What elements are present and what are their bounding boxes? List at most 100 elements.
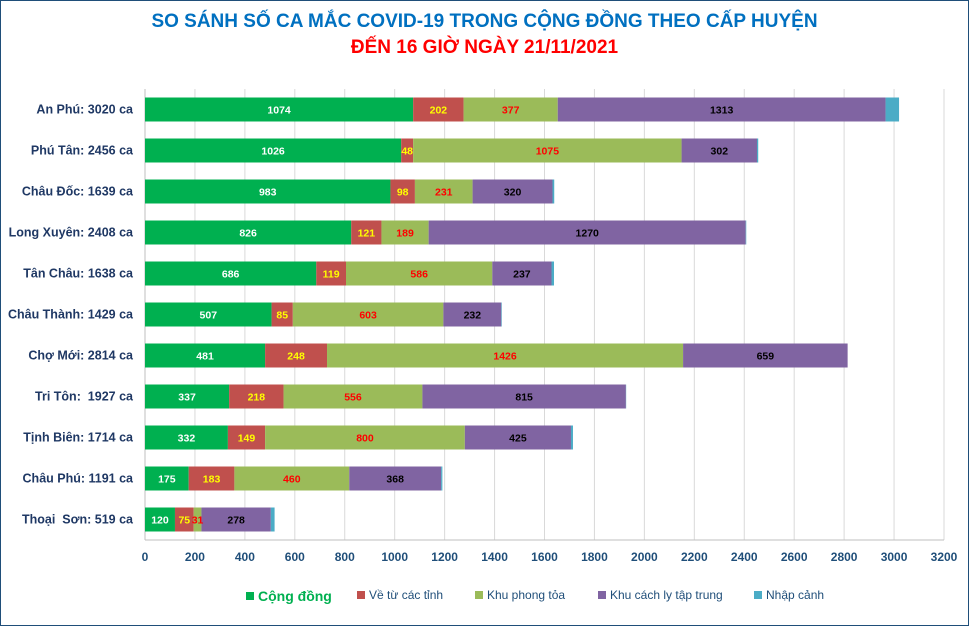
bar-segment	[145, 220, 352, 245]
legend-item-khu-cach-ly: Khu cách ly tập trung	[598, 588, 723, 602]
legend-swatch	[246, 592, 254, 600]
category-label: Long Xuyên: 2408 ca	[9, 226, 134, 240]
x-tick-label: 0	[142, 550, 149, 564]
x-tick-label: 400	[235, 550, 255, 564]
legend-label: Về từ các tỉnh	[369, 588, 444, 602]
x-axis: 0 200 400 600 800 1000 1200 1400 1600 1800 2000 220…	[142, 89, 958, 564]
bar-value-label: 189	[396, 228, 414, 240]
chart-subtitle: ĐẾN 16 GIỜ NGÀY 21/11/2021	[350, 37, 619, 58]
category-labels: An Phú: 3020 ca Phú Tân: 2456 ca Châu Đốc:…	[8, 103, 134, 527]
bar-segment	[443, 302, 502, 327]
bar-value-label: 1074	[267, 105, 291, 117]
value-labels: 1074 202 377 1313 1026 48 1075 302 983 98 231 320 82…	[151, 105, 774, 527]
bar-segment	[414, 179, 473, 204]
x-tick-label: 600	[285, 550, 305, 564]
bar-segment	[422, 384, 626, 409]
legend-label: Khu cách ly tập trung	[610, 588, 723, 602]
category-label: Tri Tôn: 1927 ca	[35, 390, 134, 404]
bar-value-label: 232	[464, 310, 482, 322]
x-tick-label: 200	[185, 550, 205, 564]
legend: Cộng đồng Về từ các tỉnh Khu phong tỏa K…	[0, 588, 969, 608]
category-label: An Phú: 3020 ca	[36, 103, 134, 117]
bar-value-label: 507	[200, 310, 218, 322]
bar-value-label: 1313	[710, 105, 734, 117]
legend-item-nhap-canh: Nhập cảnh	[754, 588, 824, 602]
bar-segment	[681, 138, 757, 163]
bar-segment	[229, 384, 284, 409]
bar-value-label: 121	[358, 228, 376, 240]
legend-label: Nhập cảnh	[766, 588, 825, 602]
bar-value-label: 231	[435, 187, 453, 199]
bar-segment	[145, 179, 391, 204]
bar-value-label: 202	[430, 105, 448, 117]
category-label: Thoại Sơn: 519 ca	[22, 513, 134, 527]
bar-segment	[756, 138, 759, 163]
bar-segment	[885, 97, 900, 122]
bar-value-label: 1270	[576, 228, 600, 240]
x-tick-label: 1800	[581, 550, 608, 564]
category-label: Tân Châu: 1638 ca	[23, 267, 134, 281]
bar-segment	[316, 261, 346, 286]
bar-segment	[570, 425, 573, 450]
bar-value-label: 48	[401, 146, 413, 158]
bar-value-label: 248	[287, 351, 305, 363]
bar-value-label: 659	[757, 351, 775, 363]
bar-segment	[428, 220, 746, 245]
bar-segment	[145, 97, 414, 122]
x-tick-label: 2000	[631, 550, 658, 564]
bar-segment	[349, 466, 442, 491]
legend-swatch	[598, 591, 606, 599]
bar-value-label: 302	[711, 146, 729, 158]
bar-segment	[234, 466, 350, 491]
x-tick-label: 1200	[431, 550, 458, 564]
bar-segment	[551, 261, 554, 286]
bar-segment	[145, 384, 230, 409]
bar-segment	[413, 138, 682, 163]
bar-value-label: 815	[515, 392, 533, 404]
category-label: Châu Thành: 1429 ca	[8, 308, 134, 322]
legend-swatch	[475, 591, 483, 599]
bar-segment	[271, 302, 293, 327]
x-tick-label: 3200	[931, 550, 958, 564]
x-tick-label: 2800	[831, 550, 858, 564]
category-label: Phú Tân: 2456 ca	[31, 144, 134, 158]
bar-value-label: 218	[248, 392, 266, 404]
bar-segment	[441, 466, 443, 491]
bar-segment	[265, 425, 465, 450]
bar-segment	[145, 138, 402, 163]
bar-value-label: 556	[344, 392, 362, 404]
category-label: Châu Phú: 1191 ca	[23, 472, 135, 486]
legend-item-ve-tu-cac-tinh: Về từ các tỉnh	[357, 588, 443, 602]
bar-value-label: 425	[509, 433, 527, 445]
bar-value-label: 1426	[493, 351, 517, 363]
chart-title: SO SÁNH SỐ CA MẮC COVID-19 TRONG CỘNG ĐỒ…	[151, 11, 818, 32]
bar-segment	[145, 466, 189, 491]
bar-value-label: 460	[283, 474, 301, 486]
category-label: Châu Đốc: 1639 ca	[22, 185, 134, 199]
bar-value-label: 800	[356, 433, 374, 445]
bar-segment	[327, 343, 684, 368]
bar-value-label: 149	[238, 433, 256, 445]
legend-label: Khu phong tỏa	[487, 588, 566, 602]
bar-segment	[283, 384, 423, 409]
bar-segment	[557, 97, 886, 122]
x-tick-label: 1600	[531, 550, 558, 564]
bar-value-label: 332	[178, 433, 196, 445]
bar-segment	[145, 507, 175, 532]
bar-value-label: 120	[151, 515, 169, 527]
bar-segment	[345, 261, 493, 286]
bars	[145, 97, 900, 532]
bar-segment	[145, 302, 272, 327]
bar-value-label: 175	[158, 474, 176, 486]
bar-segment	[464, 425, 571, 450]
legend-item-khu-phong-toa: Khu phong tỏa	[475, 588, 565, 602]
bar-value-label: 481	[196, 351, 214, 363]
bar-value-label: 686	[222, 269, 240, 281]
bar-segment	[492, 261, 552, 286]
bar-segment	[552, 179, 555, 204]
bar-value-label: 1075	[536, 146, 560, 158]
bar-segment	[401, 138, 414, 163]
legend-swatch	[754, 591, 762, 599]
legend-label: Cộng đồng	[258, 588, 332, 604]
bar-segment	[193, 507, 202, 532]
